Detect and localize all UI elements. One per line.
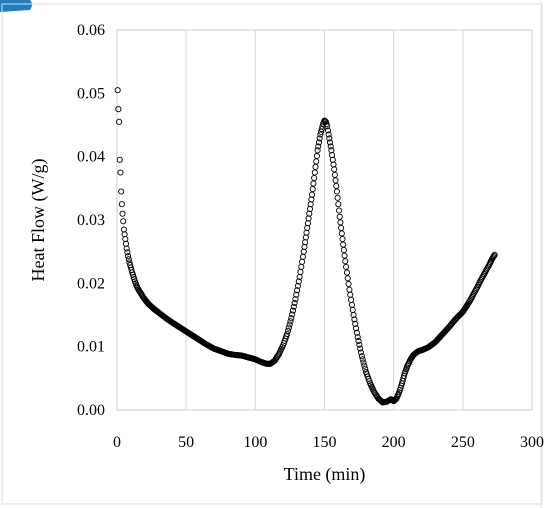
data-point (274, 352, 282, 359)
data-point (116, 118, 123, 125)
data-point (115, 106, 122, 113)
data-point (314, 147, 321, 154)
data-point (114, 87, 121, 94)
data-point (284, 330, 291, 338)
y-tick-label-4: 0.04 (77, 149, 105, 166)
data-point (293, 291, 300, 298)
data-point (326, 139, 334, 146)
y-tick-label-5: 0.05 (77, 85, 105, 102)
x-tick-labels: 0 50 100 150 200 250 300 (113, 434, 544, 451)
x-tick-label-5: 250 (451, 434, 475, 451)
data-point (125, 253, 132, 260)
data-point (352, 320, 359, 327)
data-point (360, 359, 367, 366)
data-point (345, 280, 352, 288)
data-point (335, 207, 343, 214)
data-point (353, 329, 360, 336)
data-point (284, 327, 292, 334)
data-point (294, 287, 301, 294)
data-point (289, 307, 297, 314)
y-tick-labels: 0.00 0.01 0.02 0.03 0.04 0.05 0.06 (77, 22, 105, 419)
data-point (355, 337, 362, 345)
data-point (344, 275, 351, 282)
data-point (490, 252, 498, 259)
plot-area (116, 29, 533, 411)
data-point (334, 194, 341, 201)
y-tick-label-1: 0.01 (77, 339, 105, 356)
data-point (357, 349, 365, 356)
y-tick-label-3: 0.03 (77, 212, 105, 229)
data-point (317, 131, 324, 138)
data-point (357, 345, 364, 352)
data-point (118, 188, 125, 195)
x-tick-label-0: 0 (113, 434, 121, 451)
x-axis-title: Time (min) (284, 464, 366, 485)
data-points (114, 87, 498, 406)
top-left-accent (0, 0, 32, 12)
data-point (356, 341, 363, 348)
y-axis-title: Heat Flow (W/g) (28, 159, 49, 282)
data-point (343, 263, 350, 270)
data-point (116, 156, 123, 163)
data-point (317, 128, 325, 135)
data-point (491, 251, 498, 258)
data-point (295, 278, 302, 285)
data-point (125, 256, 132, 263)
data-point (324, 123, 331, 130)
outer-border (1, 3, 543, 505)
data-point (354, 334, 361, 341)
x-tick-label-3: 150 (313, 434, 337, 451)
data-point (294, 282, 301, 289)
data-point (350, 311, 357, 319)
x-tick-label-2: 100 (243, 434, 267, 451)
data-point (286, 321, 293, 328)
data-point (343, 269, 350, 276)
data-point (118, 201, 125, 208)
data-point (324, 127, 332, 134)
data-point (333, 188, 341, 195)
data-point (361, 362, 368, 369)
data-point (335, 201, 342, 208)
data-point (352, 325, 360, 332)
data-point (327, 143, 334, 150)
data-point (285, 324, 292, 331)
data-point (318, 126, 325, 133)
y-tick-label-2: 0.02 (77, 275, 105, 292)
data-point (358, 353, 365, 360)
data-point (342, 258, 349, 265)
y-tick-label-6: 0.06 (77, 22, 105, 39)
y-tick-label-0: 0.00 (77, 402, 105, 419)
data-point (288, 315, 295, 322)
data-point (123, 245, 130, 252)
data-point (292, 296, 299, 303)
data-point (359, 356, 366, 363)
data-point (362, 365, 369, 372)
data-point (290, 303, 297, 310)
x-tick-label-1: 50 (178, 434, 194, 451)
data-point (322, 118, 329, 125)
data-point (120, 218, 127, 225)
data-point (315, 139, 323, 146)
x-tick-label-6: 300 (520, 434, 544, 451)
data-point (117, 169, 124, 176)
data-point (289, 311, 296, 318)
data-point (351, 316, 358, 323)
data-point (325, 131, 332, 138)
data-point (326, 135, 333, 142)
data-point (287, 318, 294, 325)
data-point (124, 249, 131, 256)
x-tick-label-4: 200 (382, 434, 406, 451)
data-point (119, 210, 126, 217)
data-point (315, 143, 322, 150)
data-point (291, 299, 298, 307)
data-point (316, 135, 323, 142)
